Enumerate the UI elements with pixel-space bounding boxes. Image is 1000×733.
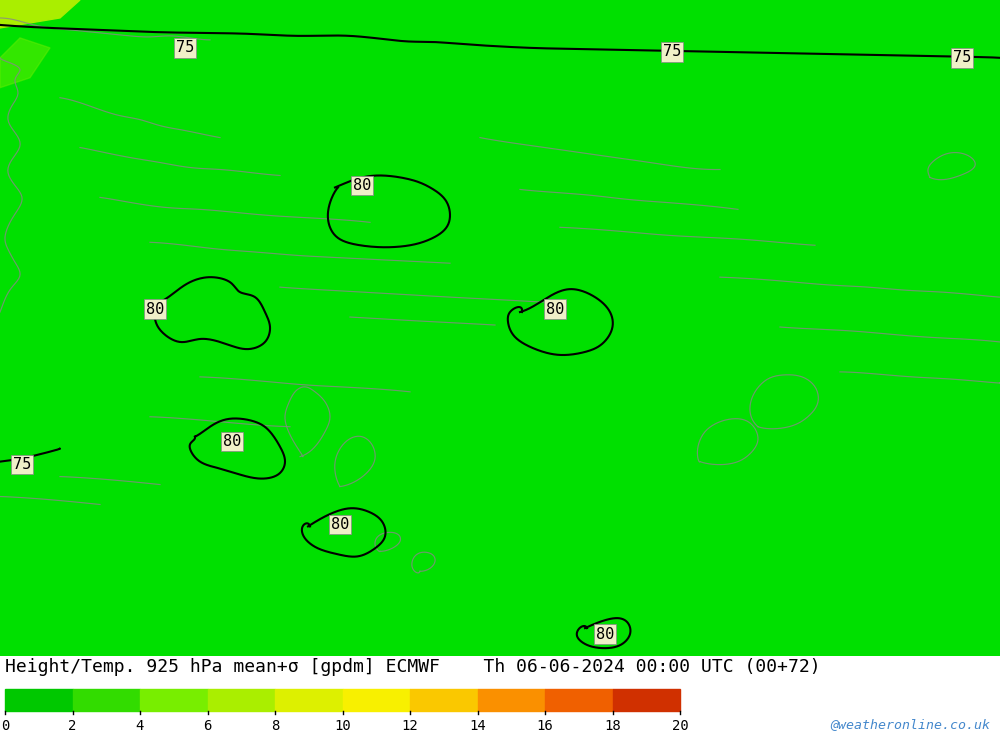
Text: 75: 75	[176, 40, 194, 56]
Text: 12: 12	[402, 719, 418, 733]
Bar	[478, 689, 545, 711]
Text: 80: 80	[546, 301, 564, 317]
Polygon shape	[0, 38, 50, 88]
Bar	[5, 689, 72, 711]
Bar	[612, 689, 680, 711]
Text: 75: 75	[13, 457, 31, 472]
Bar	[410, 689, 478, 711]
Polygon shape	[0, 0, 80, 28]
Text: 75: 75	[663, 44, 681, 59]
Text: 4: 4	[136, 719, 144, 733]
Bar	[208, 689, 275, 711]
Text: 80: 80	[596, 627, 614, 641]
Text: 8: 8	[271, 719, 279, 733]
Text: 80: 80	[331, 517, 349, 532]
Bar	[275, 689, 342, 711]
Bar	[72, 689, 140, 711]
Text: 80: 80	[223, 434, 241, 449]
Text: 75: 75	[953, 51, 971, 65]
Bar	[342, 689, 410, 711]
Text: 18: 18	[604, 719, 621, 733]
Text: 80: 80	[353, 178, 371, 193]
Text: 6: 6	[203, 719, 212, 733]
Text: 14: 14	[469, 719, 486, 733]
Text: 10: 10	[334, 719, 351, 733]
Bar	[545, 689, 612, 711]
Text: Height/Temp. 925 hPa mean+σ [gpdm] ECMWF    Th 06-06-2024 00:00 UTC (00+72): Height/Temp. 925 hPa mean+σ [gpdm] ECMWF…	[5, 658, 821, 677]
Text: 80: 80	[146, 301, 164, 317]
Bar	[140, 689, 208, 711]
Text: 0: 0	[1, 719, 9, 733]
Text: 20: 20	[672, 719, 688, 733]
Text: 16: 16	[537, 719, 553, 733]
Text: @weatheronline.co.uk: @weatheronline.co.uk	[830, 718, 990, 732]
Text: 2: 2	[68, 719, 77, 733]
